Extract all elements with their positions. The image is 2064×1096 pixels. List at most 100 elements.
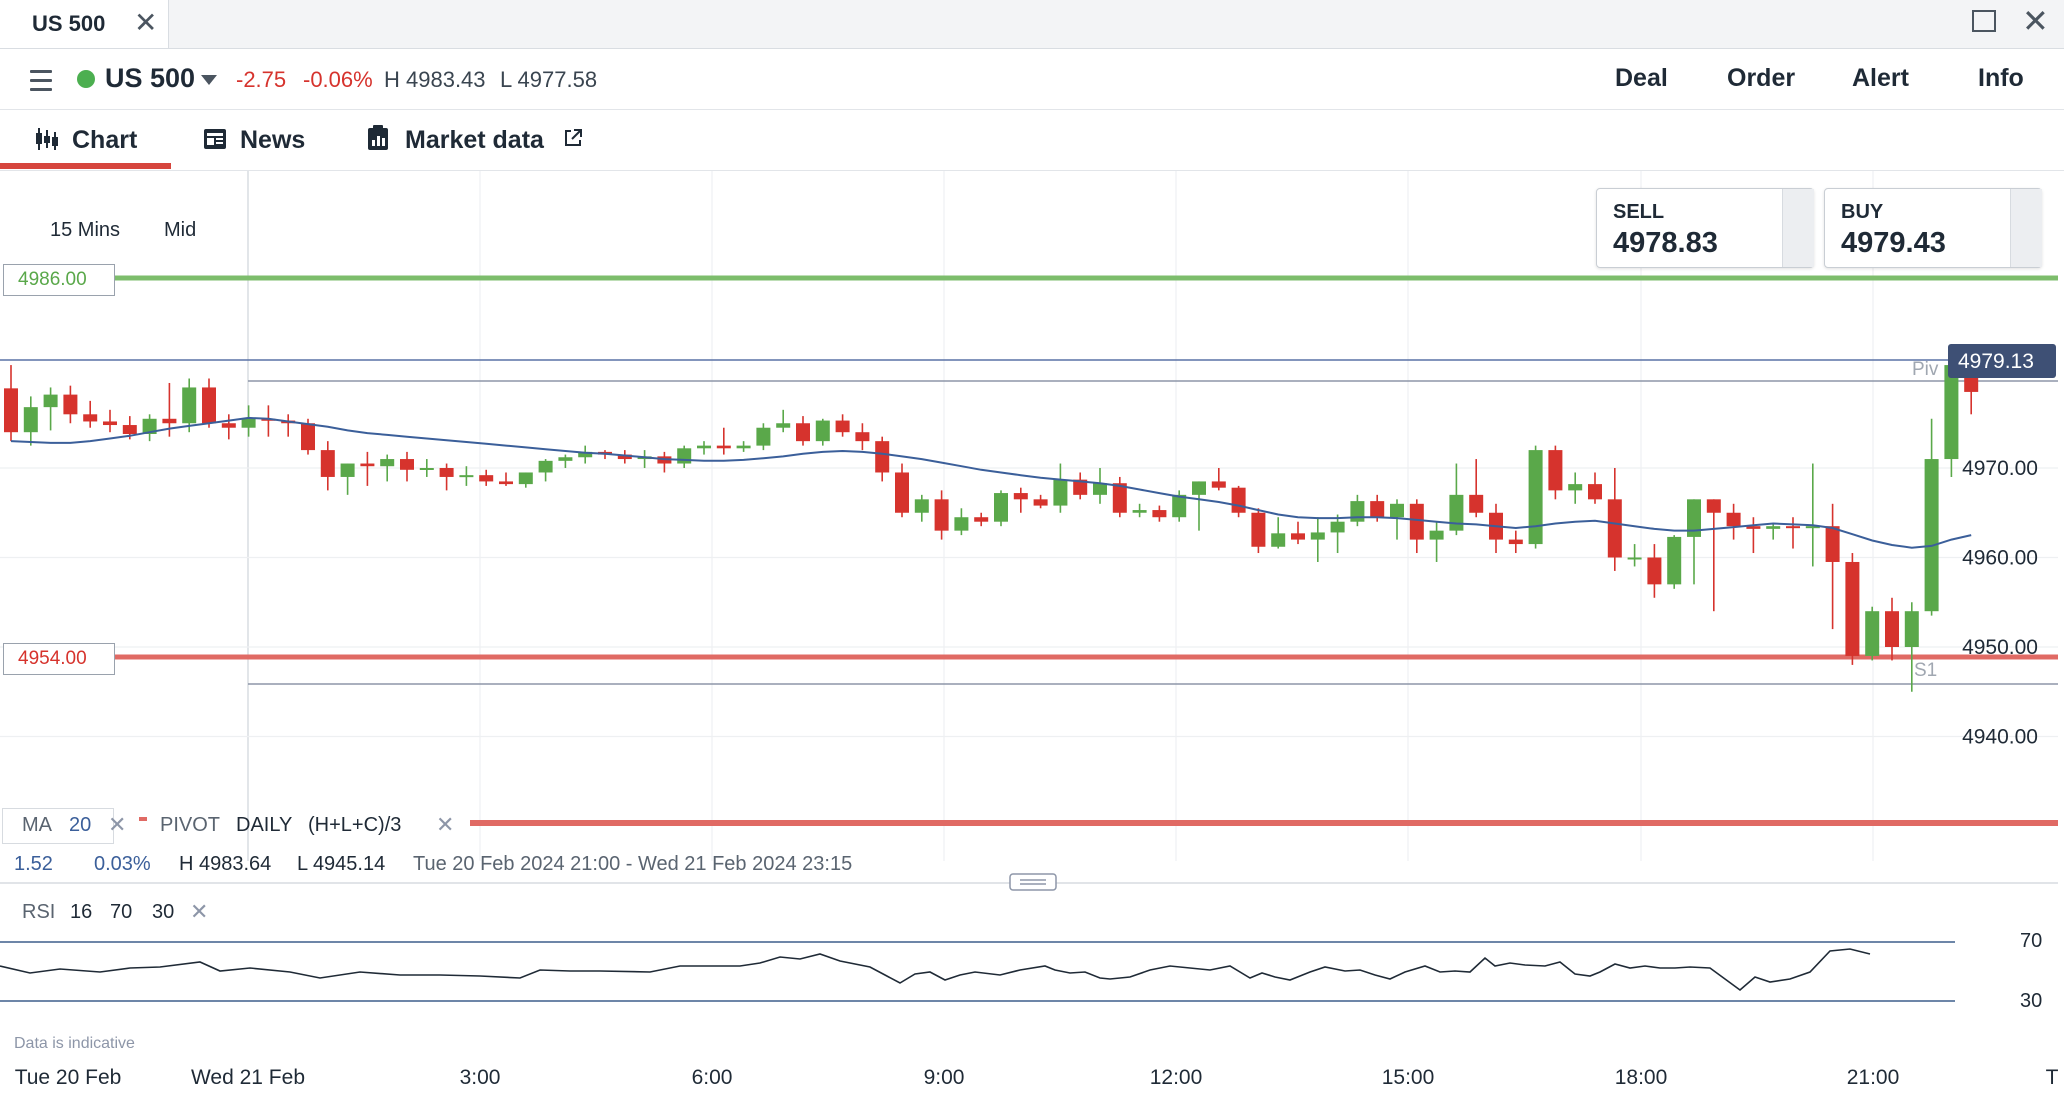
close-window-icon[interactable]: ✕ [2022, 3, 2049, 39]
sell-button[interactable]: SELL 4978.83 [1596, 188, 1814, 268]
candle-body [1647, 557, 1662, 585]
x-tick-label: 12:00 [1150, 1066, 1203, 1089]
candle-body [934, 499, 949, 531]
candle [697, 441, 711, 455]
candle-body [1924, 459, 1939, 612]
candle-body [122, 425, 137, 434]
candle [1093, 468, 1107, 504]
candle [1667, 535, 1682, 589]
candle [538, 459, 553, 482]
lower-alert-tag[interactable]: 4954.00 [3, 643, 115, 675]
remove-ma-icon[interactable]: ✕ [108, 812, 127, 837]
candle-body [1667, 536, 1682, 585]
tab-chart[interactable]: Chart [30, 122, 160, 162]
candle [815, 418, 830, 446]
candle [1568, 472, 1583, 504]
candle-body [1370, 501, 1385, 518]
candle [875, 436, 890, 482]
deal-button[interactable]: Deal [1615, 64, 1668, 92]
candle-body [1865, 611, 1880, 656]
candle-body [439, 468, 454, 477]
x-tick-label: 15:00 [1382, 1066, 1435, 1089]
candle [1746, 517, 1761, 554]
tab-market-data-label: Market data [405, 126, 544, 154]
info-button[interactable]: Info [1978, 64, 2024, 92]
candle [1607, 468, 1622, 571]
candle [419, 459, 434, 477]
sell-button-strip [1782, 189, 1814, 267]
candle-body [162, 418, 177, 424]
chevron-down-icon[interactable] [201, 75, 217, 85]
candle-body [1330, 521, 1345, 533]
order-button[interactable]: Order [1727, 64, 1796, 92]
candle [637, 450, 652, 468]
hamburger-menu-icon[interactable] [30, 70, 52, 97]
candle-body [578, 451, 593, 458]
pane-resize-handle[interactable] [1009, 873, 1057, 891]
tab-news[interactable]: News [200, 122, 330, 162]
candle [1033, 494, 1048, 509]
candle [1231, 485, 1246, 518]
session-low: L 4977.58 [500, 67, 598, 92]
candle-body [1271, 533, 1286, 547]
candle [1152, 505, 1167, 522]
upper-alert-value: 4986.00 [18, 269, 87, 290]
candle-body [459, 475, 474, 478]
data-disclaimer: Data is indicative [14, 1035, 135, 1052]
window-tab[interactable]: US 500 ✕ [0, 0, 169, 48]
candle-body [1172, 494, 1187, 518]
candle [1053, 463, 1068, 513]
candle-body [103, 421, 117, 426]
candle [1786, 517, 1800, 549]
sell-label: SELL [1613, 201, 1665, 223]
candle-body [83, 414, 98, 422]
window-tab-title: US 500 [32, 11, 106, 36]
candle-body [182, 387, 197, 424]
price-chart[interactable]: 4970.00 4960.00 4950.00 4940.00 Tue 20 Feb W… [0, 171, 2064, 1096]
candlestick-icon [36, 128, 58, 150]
candle-body [1429, 530, 1444, 540]
candle [103, 409, 117, 433]
candle-body [1093, 483, 1107, 495]
candle [340, 463, 355, 495]
tab-market-data[interactable]: Market data [366, 122, 596, 162]
candle [716, 427, 731, 455]
candle-body [1885, 611, 1899, 647]
buy-button[interactable]: BUY 4979.43 [1824, 188, 2042, 268]
candle-body [558, 457, 573, 461]
period-range: Tue 20 Feb 2024 21:00 - Wed 21 Feb 2024 … [413, 853, 853, 875]
candle [221, 414, 236, 440]
x-tick-label: 3:00 [460, 1066, 501, 1089]
price-type-select[interactable]: Mid [164, 219, 197, 241]
candle-body [1033, 499, 1048, 506]
candle-body [815, 420, 830, 442]
candle-body [1013, 493, 1028, 500]
candle [1726, 503, 1741, 540]
ma-legend[interactable] [2, 808, 114, 844]
market-name[interactable]: US 500 [105, 63, 196, 93]
candle-body [1192, 481, 1206, 495]
upper-alert-tag[interactable]: 4986.00 [3, 264, 115, 296]
ma-period: 20 [69, 814, 92, 836]
candle-body [221, 423, 236, 428]
newspaper-icon [204, 129, 226, 149]
remove-rsi-icon[interactable]: ✕ [190, 899, 209, 924]
close-tab-icon[interactable]: ✕ [134, 7, 158, 38]
candle [439, 463, 454, 491]
maximize-icon[interactable] [1972, 10, 1996, 32]
candle [380, 454, 395, 482]
candle [1073, 472, 1088, 500]
rsi-lower-setting: 30 [152, 901, 175, 923]
interval-select[interactable]: 15 Mins [50, 219, 121, 241]
clipboard-icon [368, 125, 388, 150]
candle-body [697, 445, 711, 449]
pivot-color-swatch [139, 817, 147, 821]
alert-button[interactable]: Alert [1852, 64, 1909, 92]
candle-body [43, 394, 58, 408]
remove-pivot-icon[interactable]: ✕ [436, 812, 455, 837]
candle [578, 445, 593, 464]
y-tick-label: 4970.00 [1962, 457, 2038, 480]
candle [202, 378, 216, 428]
candle [994, 490, 1008, 527]
candle-body [1766, 526, 1781, 529]
